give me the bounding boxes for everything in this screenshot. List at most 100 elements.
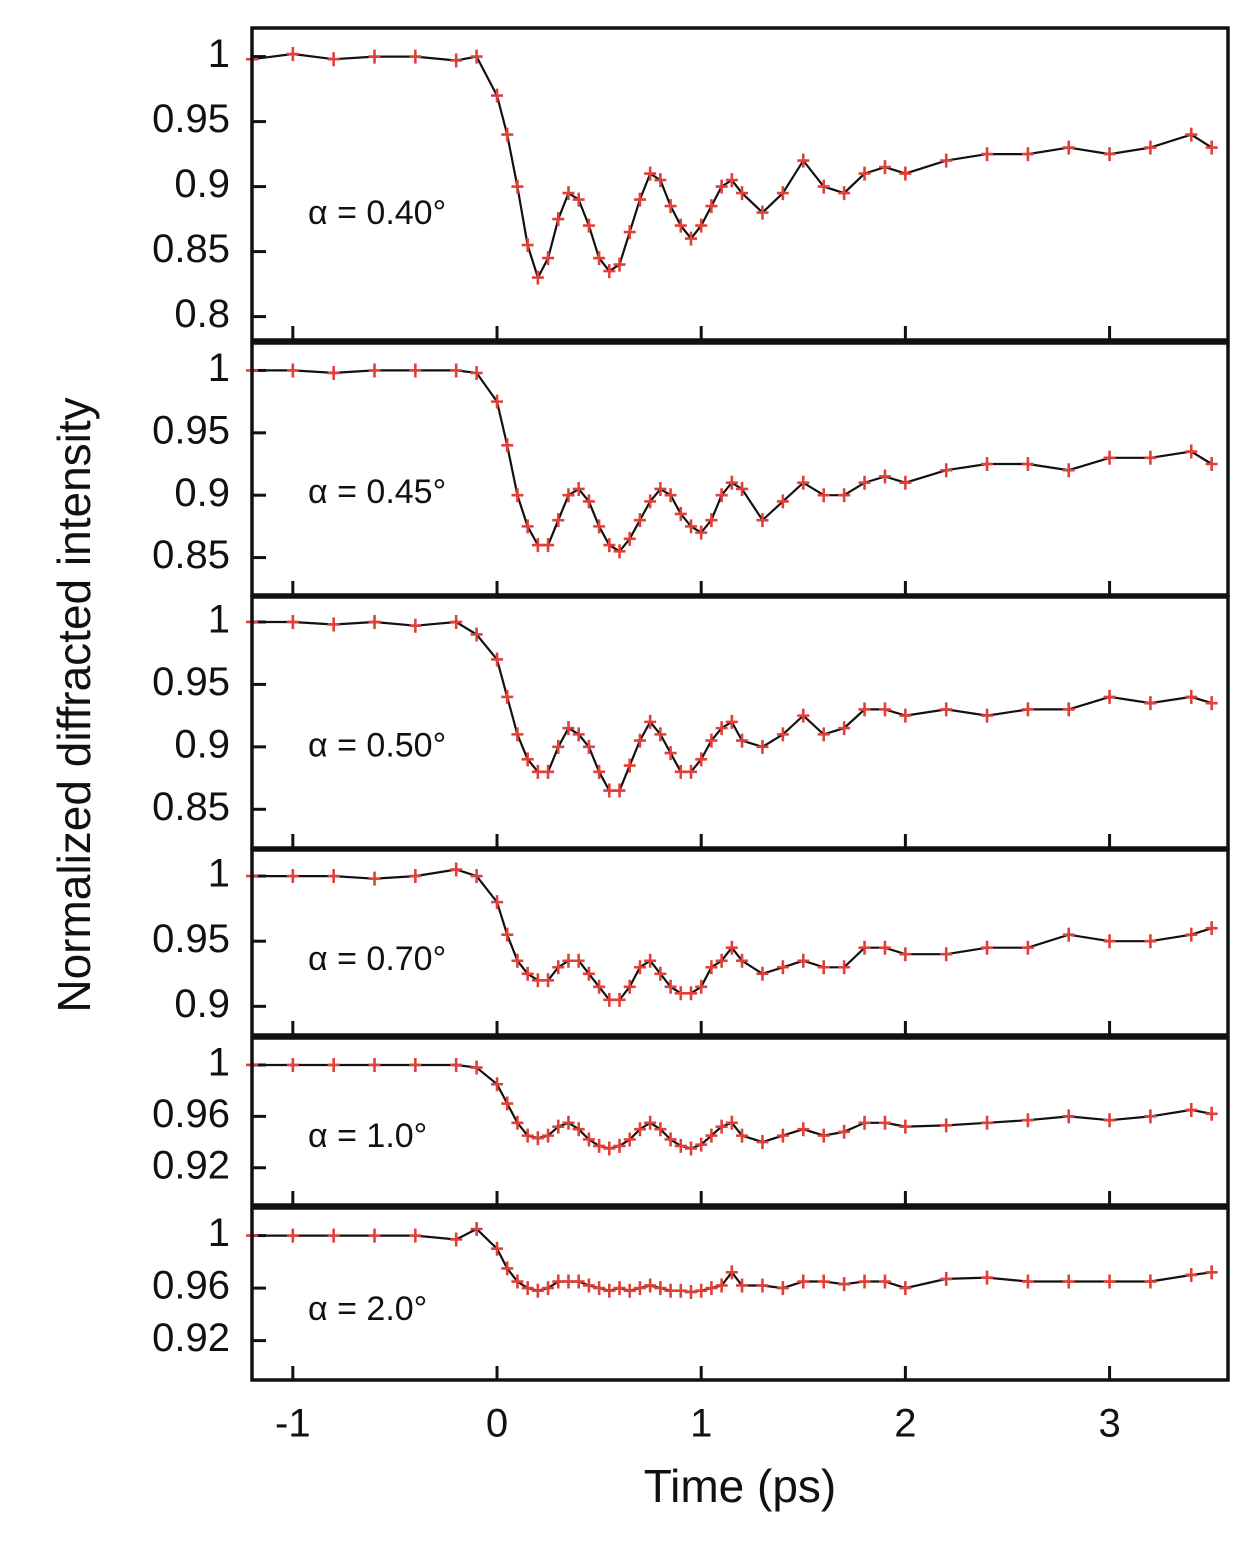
- data-point: [603, 1141, 616, 1156]
- data-point: [327, 869, 340, 884]
- x-axis-label: Time (ps): [644, 1460, 837, 1512]
- data-point: [664, 1283, 677, 1298]
- data-point: [899, 475, 912, 490]
- data-point: [684, 519, 697, 534]
- data-point: [368, 614, 381, 629]
- data-point: [409, 363, 422, 378]
- panel-annotation: α = 2.0°: [308, 1290, 427, 1328]
- data-point: [684, 764, 697, 779]
- data-point: [491, 1241, 504, 1256]
- y-tick-label: 1: [208, 32, 230, 76]
- data-point: [838, 1277, 851, 1292]
- y-tick-label: 0.96: [152, 1264, 230, 1308]
- data-point: [531, 1131, 544, 1146]
- data-point: [940, 702, 953, 717]
- data-point: [1185, 1267, 1198, 1282]
- data-point: [531, 270, 544, 285]
- data-point: [981, 708, 994, 723]
- data-point: [511, 488, 524, 503]
- panel-annotation: α = 1.0°: [308, 1117, 427, 1155]
- data-point: [1062, 1109, 1075, 1124]
- data-point: [654, 173, 667, 188]
- data-point: [633, 1281, 646, 1296]
- y-tick-label: 0.9: [174, 471, 230, 515]
- data-point: [664, 199, 677, 214]
- data-point: [705, 1281, 718, 1296]
- data-point: [633, 960, 646, 975]
- data-point: [1185, 127, 1198, 142]
- data-point: [776, 960, 789, 975]
- data-point: [562, 1115, 575, 1130]
- data-point: [1021, 147, 1034, 162]
- data-point: [1062, 1274, 1075, 1289]
- data-point: [736, 186, 749, 201]
- data-point: [603, 1283, 616, 1298]
- data-point: [817, 727, 830, 742]
- data-point: [654, 1281, 667, 1296]
- data-point: [776, 727, 789, 742]
- data-point: [797, 708, 810, 723]
- panel-frame: [250, 26, 1230, 342]
- data-point: [725, 1265, 738, 1280]
- data-point: [572, 953, 585, 968]
- panel-frame: [250, 1036, 1230, 1207]
- data-point: [858, 702, 871, 717]
- data-point: [1103, 450, 1116, 465]
- data-point: [633, 1122, 646, 1137]
- data-point: [409, 1057, 422, 1072]
- data-point: [409, 1228, 422, 1243]
- data-point: [521, 519, 534, 534]
- data-point: [603, 264, 616, 279]
- data-line: [252, 369, 1213, 553]
- data-point: [797, 1274, 810, 1289]
- data-point: [1062, 702, 1075, 717]
- data-point: [531, 1283, 544, 1298]
- data-point: [858, 1115, 871, 1130]
- data-point: [470, 365, 483, 380]
- data-point: [542, 251, 555, 266]
- data-point: [1205, 696, 1218, 711]
- data-point: [593, 764, 606, 779]
- data-point: [521, 1281, 534, 1296]
- data-point: [603, 783, 616, 798]
- data-point: [613, 992, 626, 1007]
- y-tick-label: 0.95: [152, 408, 230, 452]
- data-point: [531, 973, 544, 988]
- data-line: [252, 1063, 1212, 1150]
- data-point: [623, 225, 636, 240]
- data-point: [776, 1281, 789, 1296]
- y-tick-label: 1: [208, 1041, 230, 1085]
- data-point: [633, 513, 646, 528]
- data-point: [1144, 934, 1157, 949]
- data-point: [613, 257, 626, 272]
- data-point: [582, 739, 595, 754]
- data-point: [1062, 463, 1075, 478]
- data-point: [725, 940, 738, 955]
- data-point: [674, 764, 687, 779]
- data-point: [715, 179, 728, 194]
- data-point: [1103, 1274, 1116, 1289]
- data-point: [1185, 444, 1198, 459]
- data-point: [623, 758, 636, 773]
- data-point: [470, 869, 483, 884]
- data-point: [695, 752, 708, 767]
- data-point: [756, 1135, 769, 1150]
- data-point: [838, 721, 851, 736]
- data-point: [736, 481, 749, 496]
- panel-annotation: α = 0.70°: [308, 940, 446, 978]
- data-point: [797, 153, 810, 168]
- data-point: [797, 953, 810, 968]
- data-point: [623, 1132, 636, 1147]
- y-tick-label: 1: [208, 346, 230, 390]
- data-point: [1062, 140, 1075, 155]
- data-point: [327, 52, 340, 67]
- data-point: [1103, 1113, 1116, 1128]
- data-point: [705, 733, 718, 748]
- data-point: [817, 1274, 830, 1289]
- data-point: [582, 1278, 595, 1293]
- data-point: [981, 940, 994, 955]
- data-point: [899, 708, 912, 723]
- data-point: [623, 979, 636, 994]
- data-point: [674, 986, 687, 1001]
